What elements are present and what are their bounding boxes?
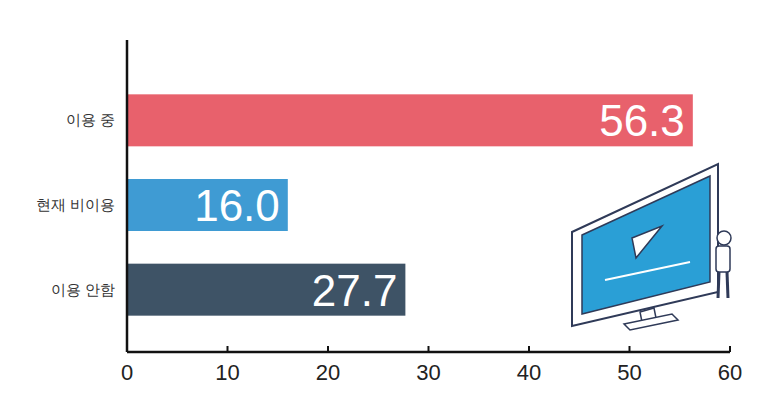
tick-label: 40 — [517, 360, 541, 385]
chart: 이용 중 56.3 현재 비이용 16.0 이용 안함 27.7 0 10 20 30 40 50 60 — [0, 0, 766, 393]
person-body — [716, 246, 730, 272]
bar — [127, 264, 405, 316]
category-label: 현재 비이용 — [36, 196, 115, 213]
y-axis — [126, 40, 129, 352]
progress-bar — [605, 262, 690, 280]
tick-label: 20 — [316, 360, 340, 385]
person-head — [717, 231, 731, 245]
tick-label: 10 — [215, 360, 239, 385]
monitor-icon — [572, 164, 731, 330]
tick-label: 0 — [121, 360, 133, 385]
bar — [127, 94, 693, 146]
bars — [127, 94, 693, 315]
data-label: 27.7 — [312, 266, 398, 315]
tick-mark — [327, 346, 329, 352]
tick-mark — [629, 346, 631, 352]
data-label: 16.0 — [194, 181, 280, 230]
tick-label: 30 — [416, 360, 440, 385]
person-leg — [718, 272, 719, 298]
data-label: 56.3 — [599, 96, 685, 145]
bar — [127, 179, 288, 231]
monitor-screen — [582, 176, 710, 314]
tick-mark — [126, 346, 128, 352]
tick-label: 50 — [617, 360, 641, 385]
category-label: 이용 안함 — [51, 281, 115, 298]
tick-mark — [729, 346, 731, 352]
monitor-base — [624, 314, 678, 330]
labels: 이용 중 56.3 현재 비이용 16.0 이용 안함 27.7 — [36, 96, 685, 314]
monitor-frame — [572, 164, 718, 326]
person-leg — [727, 272, 728, 298]
tick-mark — [428, 346, 430, 352]
tick-mark — [528, 346, 530, 352]
tick-label: 60 — [718, 360, 742, 385]
x-ticks: 0 10 20 30 40 50 60 — [121, 346, 742, 385]
play-icon — [632, 226, 662, 258]
chart-root: 이용 중 56.3 현재 비이용 16.0 이용 안함 27.7 0 10 20 30 40 50 60 — [0, 0, 766, 393]
category-label: 이용 중 — [66, 111, 115, 128]
tick-mark — [227, 346, 229, 352]
